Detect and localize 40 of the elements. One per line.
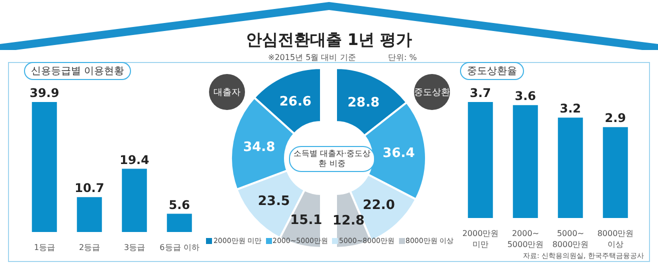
bar — [468, 102, 493, 218]
data-label: 3.7 — [470, 86, 492, 100]
x-tick-label: 2000~5000만원 — [507, 229, 544, 249]
data-label: 26.6 — [279, 94, 312, 110]
data-label: 15.1 — [290, 213, 322, 228]
chart-subtitle: ※2015년 5월 대비 기준 — [268, 52, 356, 63]
chart-title: 신용등급별 이용현황 — [24, 62, 132, 80]
x-tick-label: 2등급 — [78, 243, 100, 252]
chart-title: 안심전환대출 1년 평가 — [244, 30, 414, 51]
text: 소득별 대출자·중도상환 비중 — [289, 146, 375, 172]
data-label: 36.4 — [382, 146, 415, 162]
x-tick-label: 8000만원 이상 — [597, 229, 634, 249]
x-tick-label: 5000~8000만원 — [552, 229, 589, 249]
x-tick-label: 3등급 — [124, 243, 146, 252]
data-label: 3.6 — [514, 89, 536, 104]
text: 단위: % — [388, 52, 417, 63]
data-label: 23.5 — [258, 194, 290, 209]
x-tick-label: 2000만원 미만 — [462, 229, 499, 249]
bar — [512, 105, 538, 218]
data-label: 3.2 — [560, 102, 582, 116]
data-label: 12.8 — [332, 214, 365, 229]
chart-title: 중도상환율 — [460, 62, 524, 80]
bar — [558, 118, 583, 218]
bar — [166, 214, 192, 232]
data-label: 2.9 — [604, 111, 626, 126]
bar — [76, 197, 102, 232]
x-tick-label: 1등급 — [34, 243, 56, 252]
bar — [122, 168, 147, 232]
data-label: 34.8 — [243, 140, 276, 156]
bar — [602, 127, 628, 218]
data-label: 10.7 — [74, 181, 104, 196]
data-label: 5.6 — [168, 198, 190, 212]
slice-label: 대출자 — [209, 74, 245, 110]
data-label: 22.0 — [362, 198, 395, 214]
bar — [32, 102, 57, 232]
data-label: 28.8 — [348, 95, 380, 110]
x-tick-label: 6등급 이하 — [160, 243, 200, 252]
data-label: 39.9 — [30, 86, 60, 100]
data-label: 19.4 — [120, 152, 150, 167]
slice-label: 중도상환 — [414, 74, 450, 110]
